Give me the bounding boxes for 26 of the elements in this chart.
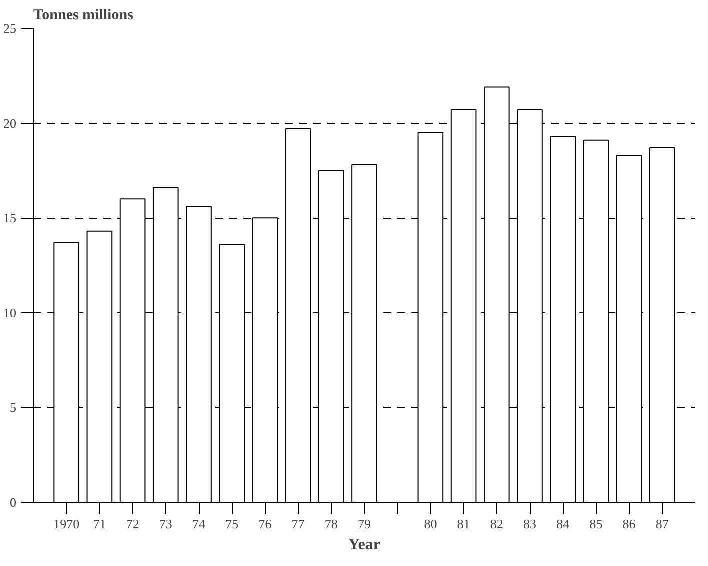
x-axis-title: Year: [348, 536, 380, 554]
x-tick-label: 74: [192, 516, 206, 532]
x-tick-label: 87: [656, 516, 670, 532]
x-tick-label: 77: [292, 516, 306, 532]
y-tick-label: 0: [10, 495, 16, 510]
x-tick-label: 79: [358, 516, 371, 532]
x-tick-label: 72: [126, 516, 140, 532]
y-tick-label: 10: [4, 305, 16, 320]
x-tick-label: 78: [324, 516, 338, 532]
x-tick-label: 73: [159, 516, 172, 532]
x-tick-label: 75: [226, 516, 239, 532]
x-tick-label: 80: [424, 516, 438, 532]
y-tick-label: 5: [10, 400, 16, 416]
x-tick-label: 84: [556, 516, 570, 532]
x-tick-label: 1970: [54, 516, 80, 532]
x-tick-label: 81: [457, 516, 470, 532]
y-tick-label: 15: [4, 210, 16, 226]
y-tick-label: 25: [4, 21, 16, 36]
x-tick-label: 76: [258, 516, 272, 532]
y-axis-title: Tonnes millions: [34, 8, 134, 24]
x-tick-label: 83: [524, 516, 536, 532]
x-tick-label: 71: [93, 516, 106, 532]
y-tick-label: 20: [4, 116, 16, 131]
x-tick-label: 85: [590, 516, 603, 532]
x-tick-label: 86: [622, 516, 636, 532]
x-tick-label: 82: [490, 516, 504, 532]
